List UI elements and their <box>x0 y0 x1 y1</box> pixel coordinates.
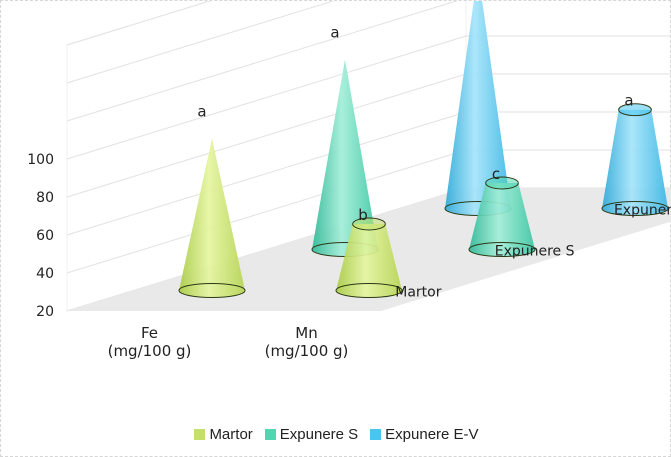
cone-body <box>445 0 511 216</box>
y-tick-label: 80 <box>36 190 54 206</box>
cone-bar: a <box>601 92 669 216</box>
cone-top <box>352 217 386 231</box>
cone-top <box>618 103 652 117</box>
cone-bar: b <box>335 206 403 298</box>
y-tick-label: 60 <box>36 228 54 244</box>
y-tick-label: 40 <box>36 266 54 282</box>
x-tick-label: Fe <box>141 324 158 342</box>
data-label: a <box>330 24 339 42</box>
cone-top <box>485 176 519 190</box>
legend-label: Expunere E-V <box>385 426 479 443</box>
gridline <box>66 73 671 198</box>
legend-label: Expunere S <box>279 426 359 443</box>
legend-swatch <box>194 429 206 440</box>
cone-body <box>312 59 378 257</box>
x-tick-label: (mg/100 g) <box>265 342 349 360</box>
data-label: b <box>358 206 368 224</box>
legend-swatch <box>264 429 276 440</box>
cone-body <box>469 183 535 257</box>
depth-tick-label: Expunere E-V <box>614 203 671 219</box>
depth-tick-label: Expunere S <box>495 244 575 260</box>
legend-item: Martor <box>194 426 253 443</box>
cone-base-outline <box>178 283 246 298</box>
gridline <box>66 0 338 84</box>
cone-body <box>336 224 402 298</box>
cone-body <box>602 109 668 216</box>
gridline <box>66 0 462 122</box>
x-axis: Fe(mg/100 g)Mn(mg/100 g) <box>108 324 349 360</box>
cone-base-outline <box>335 283 403 298</box>
cone-bar: a <box>178 103 246 298</box>
cone-bar: c <box>468 165 536 257</box>
y-axis: 20 40 60 80 100 <box>27 152 54 320</box>
y-tick-label: 20 <box>36 304 54 320</box>
gridline <box>66 35 671 160</box>
data-label: c <box>492 165 500 183</box>
cone-base-outline <box>601 201 669 216</box>
x-tick-label: (mg/100 g) <box>108 342 192 360</box>
data-label: a <box>197 103 206 121</box>
cone-base-outline <box>468 242 536 257</box>
legend-item: Expunere S <box>264 426 359 443</box>
data-label: a <box>624 92 633 110</box>
cones: aaacab <box>178 0 669 298</box>
depth-axis: Martor Expunere S Expunere E-V <box>395 203 671 301</box>
cone-body <box>179 138 245 298</box>
legend-item: Expunere E-V <box>370 426 479 443</box>
legend-label: Martor <box>209 426 253 443</box>
legend: Martor Expunere S Expunere E-V <box>1 426 671 444</box>
y-tick-label: 100 <box>27 152 54 168</box>
gridline <box>66 0 215 46</box>
depth-tick-label: Martor <box>395 285 441 301</box>
x-tick-label: Mn <box>295 324 317 342</box>
legend-swatch <box>370 429 382 440</box>
